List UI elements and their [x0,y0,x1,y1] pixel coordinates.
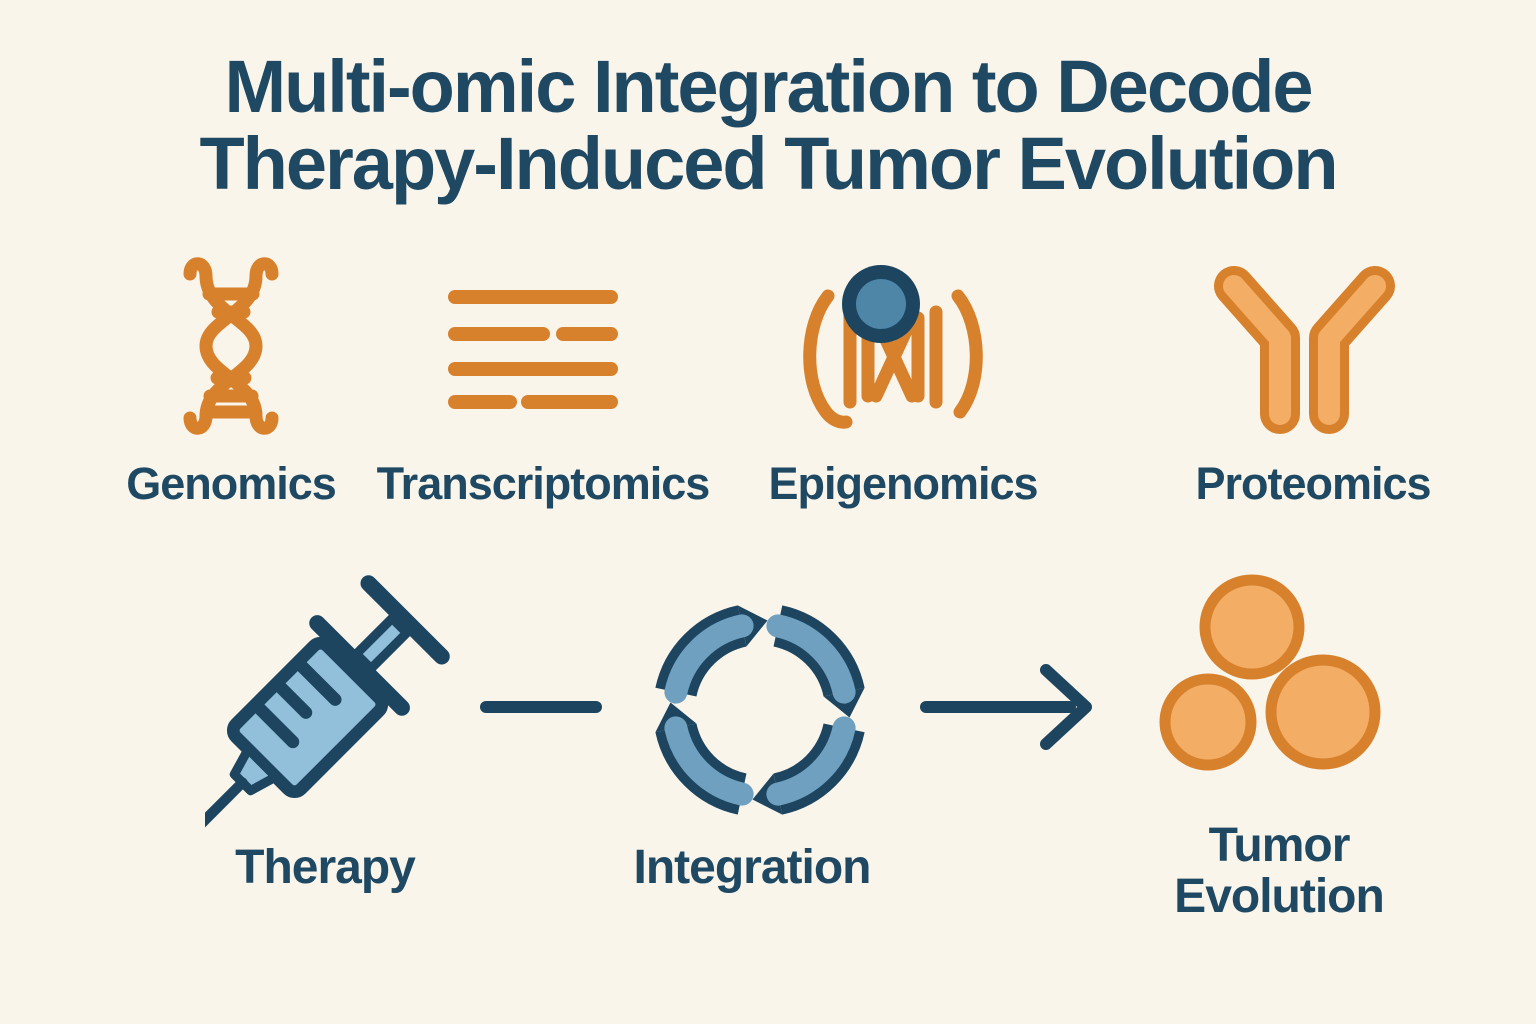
label-tumor-evolution-line-1: Tumor [1208,819,1351,872]
label-tumor-evolution-line-2: Evolution [1174,870,1385,923]
dna-methylation-icon [803,265,983,429]
antibody-icon [1214,266,1395,434]
label-transcriptomics: Transcriptomics [376,458,711,509]
label-therapy: Therapy [235,841,416,894]
label-tumor-evolution: Tumor Evolution [1174,819,1385,923]
title-line-1: Multi-omic Integration to Decode [224,45,1313,128]
label-integration: Integration [633,841,872,894]
rna-reads-icon [448,290,618,409]
label-genomics: Genomics [126,458,337,509]
connector-line [480,701,602,713]
tumor-cells-icon [1159,574,1381,771]
dna-helix-icon [183,257,279,435]
label-epigenomics: Epigenomics [768,458,1038,509]
label-proteomics: Proteomics [1195,458,1431,509]
page-title: Multi-omic Integration to Decode Therapy… [0,48,1536,202]
syringe-icon [205,575,450,835]
cycle-arrows-icon [655,605,865,815]
connector-arrow-icon [920,664,1092,750]
title-line-2: Therapy-Induced Tumor Evolution [199,122,1338,205]
